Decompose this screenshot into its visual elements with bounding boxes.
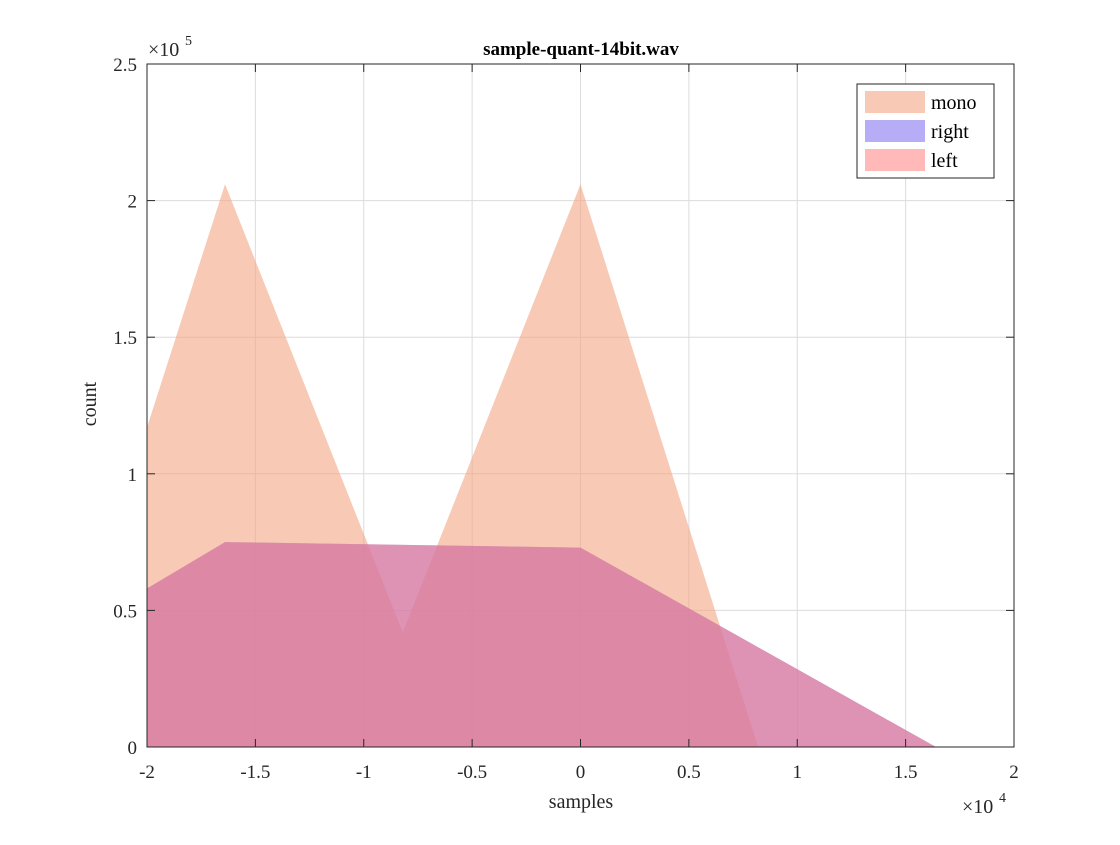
y-tick-label: 2.5 <box>113 55 137 76</box>
x-exponent-power: 4 <box>999 791 1006 806</box>
legend-swatch-mono <box>865 91 925 113</box>
y-exponent-power: 5 <box>185 34 192 49</box>
x-axis-label: samples <box>549 791 614 813</box>
y-tick-label: 0.5 <box>113 601 137 622</box>
x-exponent: ×10 4 <box>962 791 1006 818</box>
x-tick-label: -1.5 <box>240 762 270 783</box>
x-exponent-base: ×10 <box>962 796 993 818</box>
legend: mono right left <box>856 83 995 179</box>
x-tick-label: -2 <box>139 762 155 783</box>
y-tick-label: 0 <box>128 738 138 759</box>
x-tick-label: 2 <box>1009 762 1019 783</box>
legend-swatch-left <box>865 149 925 171</box>
x-tick-label: 0 <box>576 762 586 783</box>
x-tick-label: 0.5 <box>677 762 701 783</box>
y-axis-label: count <box>79 381 101 426</box>
legend-swatch-right <box>865 120 925 142</box>
y-exponent: ×10 5 <box>148 34 192 61</box>
chart-title: sample-quant-14bit.wav <box>483 39 679 60</box>
area-series-left <box>147 542 936 747</box>
x-tick-label: 1.5 <box>894 762 918 783</box>
legend-label-right: right <box>931 121 969 143</box>
legend-label-mono: mono <box>931 92 977 114</box>
x-tick-label: 1 <box>793 762 803 783</box>
y-tick-label: 1.5 <box>113 328 137 349</box>
y-tick-label: 1 <box>128 465 138 486</box>
y-exponent-base: ×10 <box>148 39 179 61</box>
legend-label-left: left <box>931 150 958 172</box>
x-tick-label: -0.5 <box>457 762 487 783</box>
y-tick-label: 2 <box>128 192 138 213</box>
x-tick-label: -1 <box>356 762 372 783</box>
